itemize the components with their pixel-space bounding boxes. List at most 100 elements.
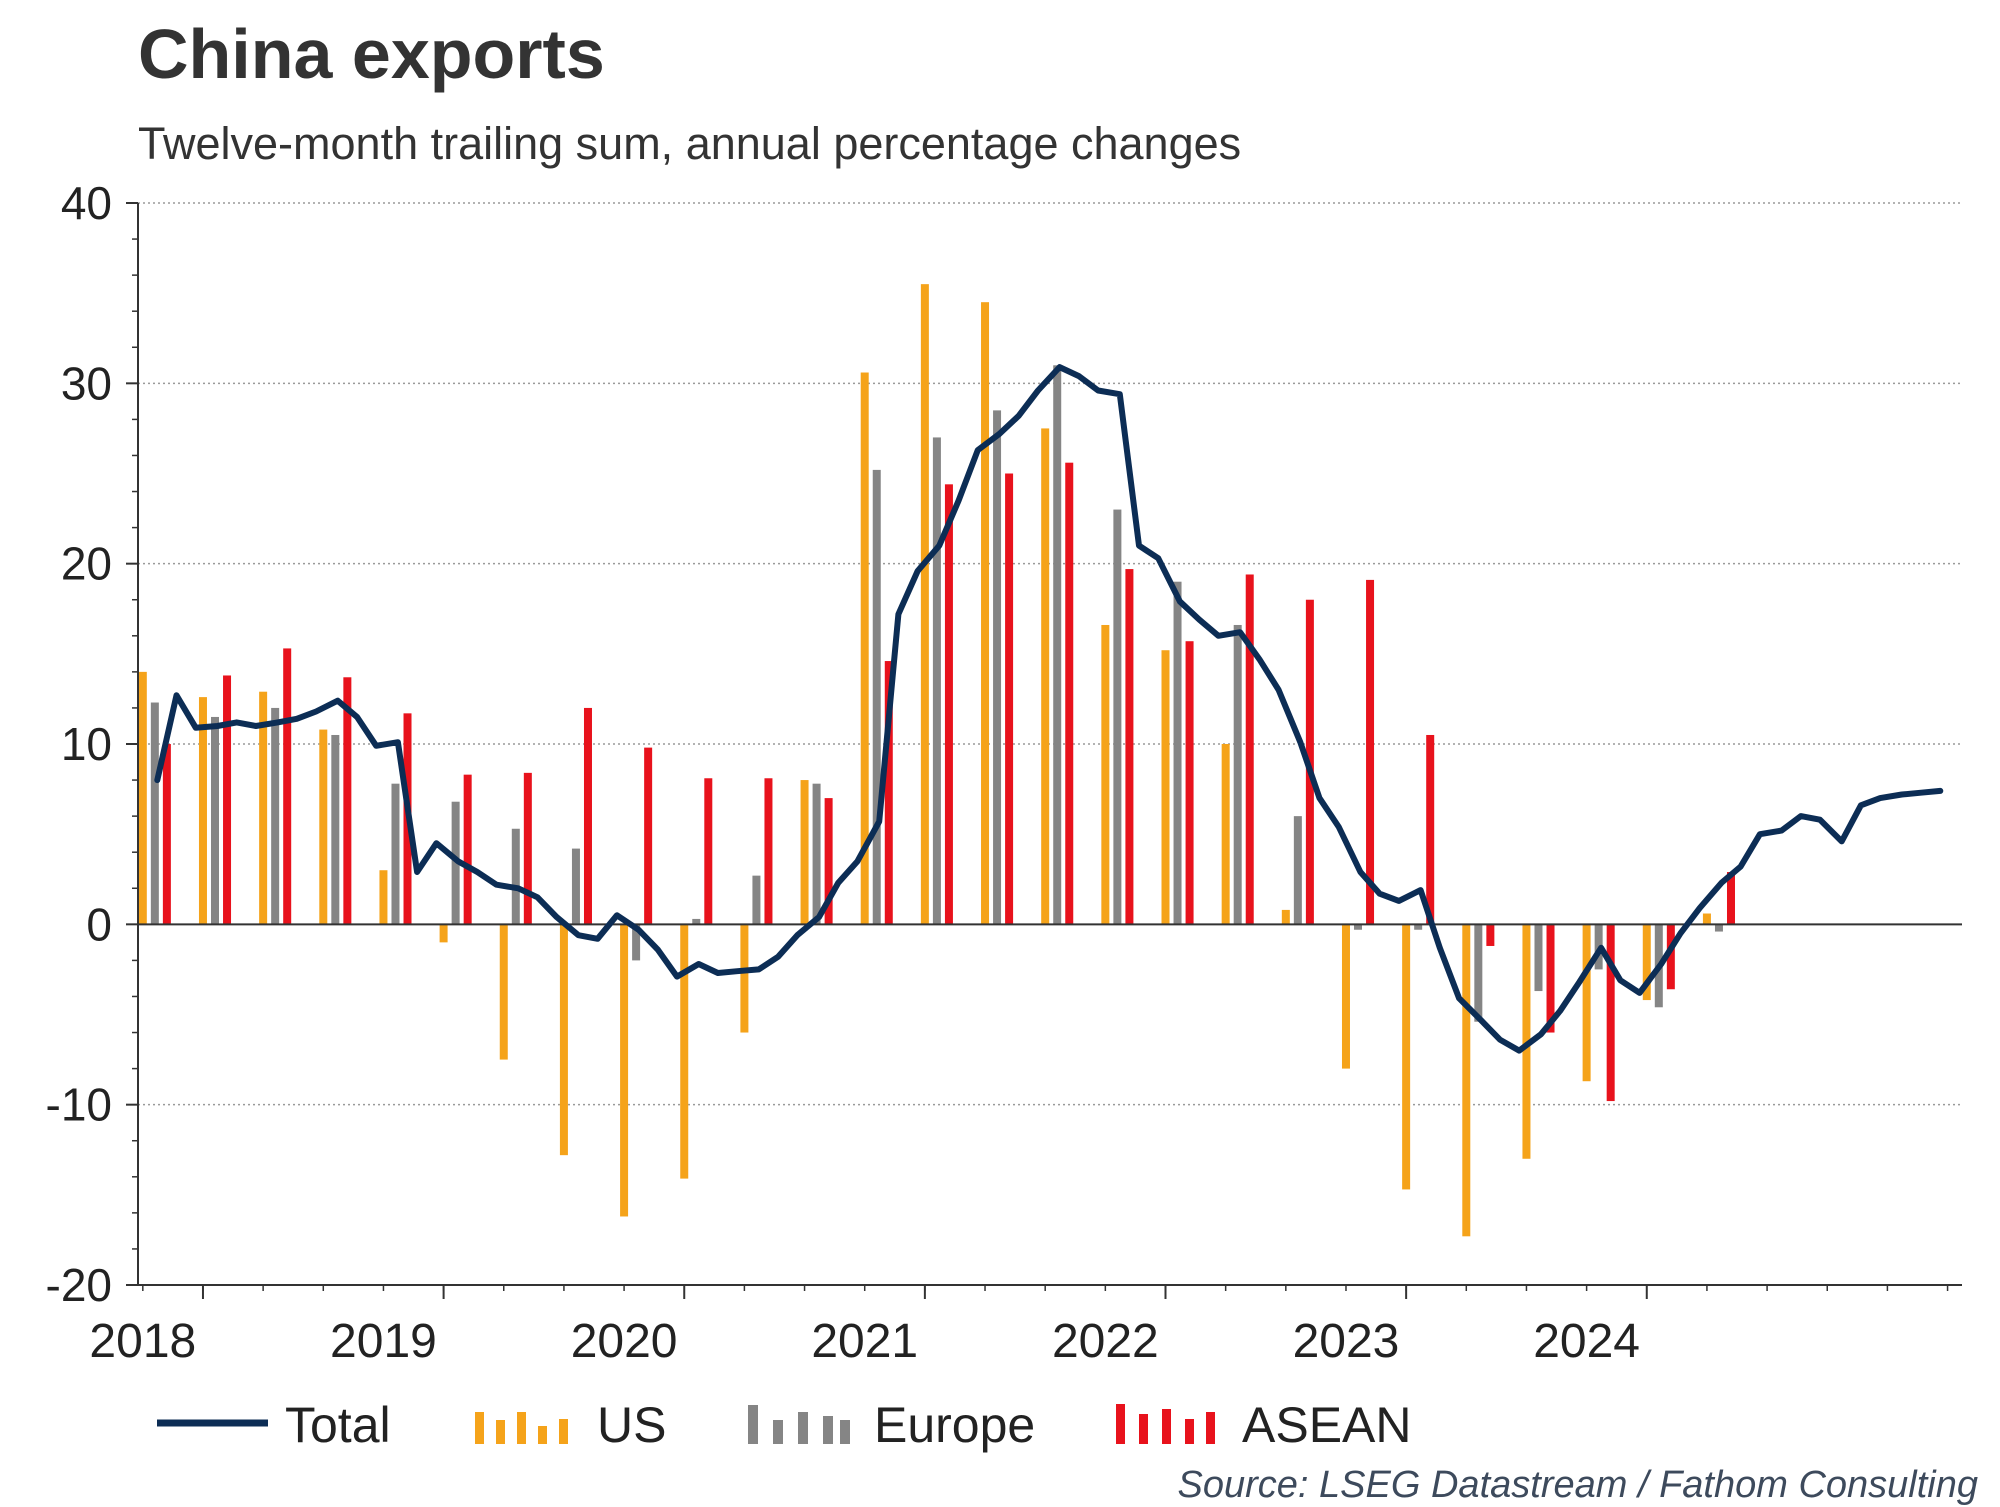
bar-asean — [764, 778, 773, 925]
legend-us-swatch — [475, 1412, 568, 1444]
bar-us — [1101, 624, 1110, 925]
bar-asean — [1366, 579, 1375, 925]
chart-subtitle: Twelve-month trailing sum, annual percen… — [138, 118, 1242, 169]
bar-europe — [1414, 924, 1423, 930]
bar-europe — [211, 716, 220, 925]
bar-europe — [812, 783, 821, 925]
y-tick-label: -10 — [46, 1079, 112, 1131]
x-tick-label: 2020 — [571, 1315, 678, 1368]
bar-europe — [331, 734, 340, 925]
bar-asean — [1065, 462, 1074, 925]
bar-us — [860, 372, 869, 925]
bar-europe — [692, 918, 701, 925]
x-tick-label: 2022 — [1052, 1315, 1159, 1368]
bar-asean — [1426, 734, 1435, 925]
x-tick-label: 2024 — [1533, 1315, 1640, 1368]
bar-europe — [1714, 924, 1723, 932]
bar-asean — [1185, 641, 1194, 925]
x-tick-label: 2019 — [330, 1315, 437, 1368]
bar-us — [680, 924, 689, 1179]
bar-us — [620, 924, 629, 1217]
bar-asean — [1245, 574, 1254, 925]
bar-us — [1642, 924, 1651, 1001]
bar-europe — [872, 469, 881, 925]
bar-us — [1221, 744, 1230, 925]
legend: Total US Europe ASEAN — [157, 1397, 1412, 1453]
bar-europe — [150, 702, 159, 925]
bar-europe — [632, 924, 641, 961]
bar-us — [499, 924, 508, 1060]
y-tick-label: 10 — [61, 718, 112, 770]
bar-us — [981, 302, 990, 925]
bar-us — [138, 671, 147, 925]
bar-europe — [993, 410, 1002, 925]
bar-europe — [1053, 365, 1062, 925]
bar-europe — [1113, 509, 1122, 925]
bar-us — [740, 924, 749, 1033]
bar-europe — [752, 875, 761, 925]
bar-europe — [1354, 924, 1363, 930]
bar-asean — [343, 677, 352, 925]
bar-asean — [283, 648, 292, 925]
bar-asean — [523, 772, 532, 925]
bar-us — [1341, 924, 1350, 1069]
y-tick-label: 30 — [61, 357, 112, 409]
gridlines — [138, 202, 1962, 1106]
y-tick-label: -20 — [46, 1259, 112, 1311]
bar-us — [559, 924, 568, 1156]
bar-us — [800, 780, 809, 925]
bar-asean — [1546, 924, 1555, 1033]
bar-asean — [1125, 569, 1134, 925]
legend-asean-swatch — [1116, 1404, 1215, 1444]
source-note: Source: LSEG Datastream / Fathom Consult… — [1177, 1464, 1978, 1506]
y-tick-label: 20 — [61, 538, 112, 590]
bar-europe — [1173, 581, 1182, 925]
chart-title: China exports — [138, 15, 605, 93]
bar-asean — [944, 484, 953, 925]
bar-us — [319, 729, 328, 925]
total-line — [154, 364, 1944, 1054]
bar-asean — [583, 707, 592, 925]
x-tick-label: 2023 — [1293, 1315, 1400, 1368]
bar-us — [1041, 428, 1050, 925]
x-tick-label: 2018 — [89, 1315, 196, 1368]
bar-asean — [162, 744, 171, 925]
legend-europe-label: Europe — [874, 1397, 1035, 1453]
legend-total-label: Total — [285, 1397, 391, 1453]
bar-europe — [271, 707, 280, 925]
legend-us-label: US — [597, 1397, 666, 1453]
bar-us — [379, 870, 388, 925]
bar-asean — [1726, 872, 1735, 925]
bars-layer — [138, 284, 1735, 1237]
bar-asean — [704, 778, 713, 925]
total-line-layer — [154, 364, 1944, 1054]
bar-us — [259, 691, 268, 925]
bar-us — [1402, 924, 1411, 1190]
bar-europe — [1474, 924, 1483, 1022]
bar-asean — [1606, 924, 1615, 1102]
bar-europe — [391, 783, 400, 925]
y-tick-label: 0 — [86, 898, 112, 950]
bar-asean — [644, 747, 653, 925]
bar-us — [920, 284, 929, 925]
bar-europe — [1293, 816, 1302, 925]
x-tick-label: 2021 — [811, 1315, 918, 1368]
bar-us — [1462, 924, 1471, 1237]
bar-europe — [571, 848, 580, 925]
bar-asean — [1486, 924, 1495, 946]
legend-asean-label: ASEAN — [1242, 1397, 1412, 1453]
bar-asean — [463, 774, 472, 925]
bar-us — [1281, 909, 1290, 925]
bar-us — [1161, 650, 1170, 925]
bar-asean — [1666, 924, 1675, 990]
bar-us — [1582, 924, 1591, 1082]
bar-us — [439, 924, 448, 943]
bar-asean — [1005, 473, 1014, 925]
bar-europe — [1233, 624, 1242, 925]
bar-europe — [1534, 924, 1543, 992]
bar-europe — [932, 437, 941, 925]
legend-europe-swatch — [748, 1405, 850, 1444]
bar-asean — [223, 675, 232, 925]
